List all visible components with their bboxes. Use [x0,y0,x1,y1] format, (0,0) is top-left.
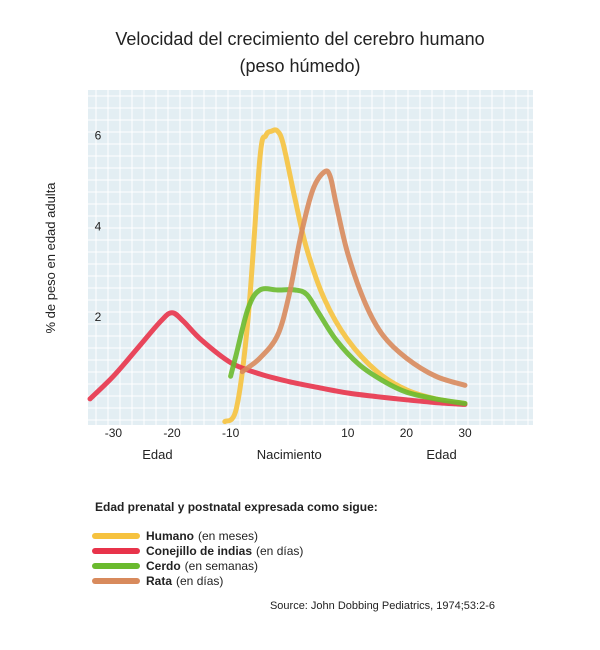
y-tick-label: 6 [95,129,102,143]
legend: Humano (en meses) Conejillo de indias (e… [92,528,303,588]
series-line-humano [222,127,468,425]
y-tick-label: 4 [95,219,102,233]
legend-swatch [92,532,140,539]
legend-swatch [92,577,140,584]
legend-name: Rata [146,573,173,588]
x-tick-label: -10 [222,426,240,440]
series-line-cerdo [228,286,468,406]
x-tick-label: -20 [163,426,181,440]
x-region-label: Nacimiento [257,447,322,462]
legend-item-humano: Humano (en meses) [92,528,303,543]
chart-title-line1: Velocidad del crecimiento del cerebro hu… [115,29,484,49]
x-tick-label: 30 [458,426,472,440]
legend-swatch [92,547,140,554]
x-region-label: Edad [426,447,456,462]
grid [88,90,533,425]
legend-unit: (en días) [256,543,304,558]
legend-swatch [92,562,140,569]
legend-name: Cerdo [146,558,181,573]
series-group [87,127,468,425]
x-tick-label: -30 [105,426,123,440]
chart-title-line2: (peso húmedo) [239,56,360,76]
legend-unit: (en semanas) [184,558,259,573]
legend-item-cerdo: Cerdo (en semanas) [92,558,303,573]
series-line-rata [239,168,468,388]
y-axis-label: % de peso en edad adulta [43,182,58,334]
y-tick-label: 2 [95,310,102,324]
legend-item-conejillo: Conejillo de indias (en días) [92,543,303,558]
legend-name: Conejillo de indias [146,543,253,558]
x-tick-label: 10 [341,426,355,440]
legend-item-rata: Rata (en días) [92,573,303,588]
x-tick-label: 20 [400,426,414,440]
legend-unit: (en días) [176,573,224,588]
legend-unit: (en meses) [198,528,259,543]
x-region-label: Edad [142,447,172,462]
legend-name: Humano [146,528,194,543]
source-note: Source: John Dobbing Pediatrics, 1974;53… [269,600,495,612]
legend-title: Edad prenatal y postnatal expresada como… [95,500,378,514]
